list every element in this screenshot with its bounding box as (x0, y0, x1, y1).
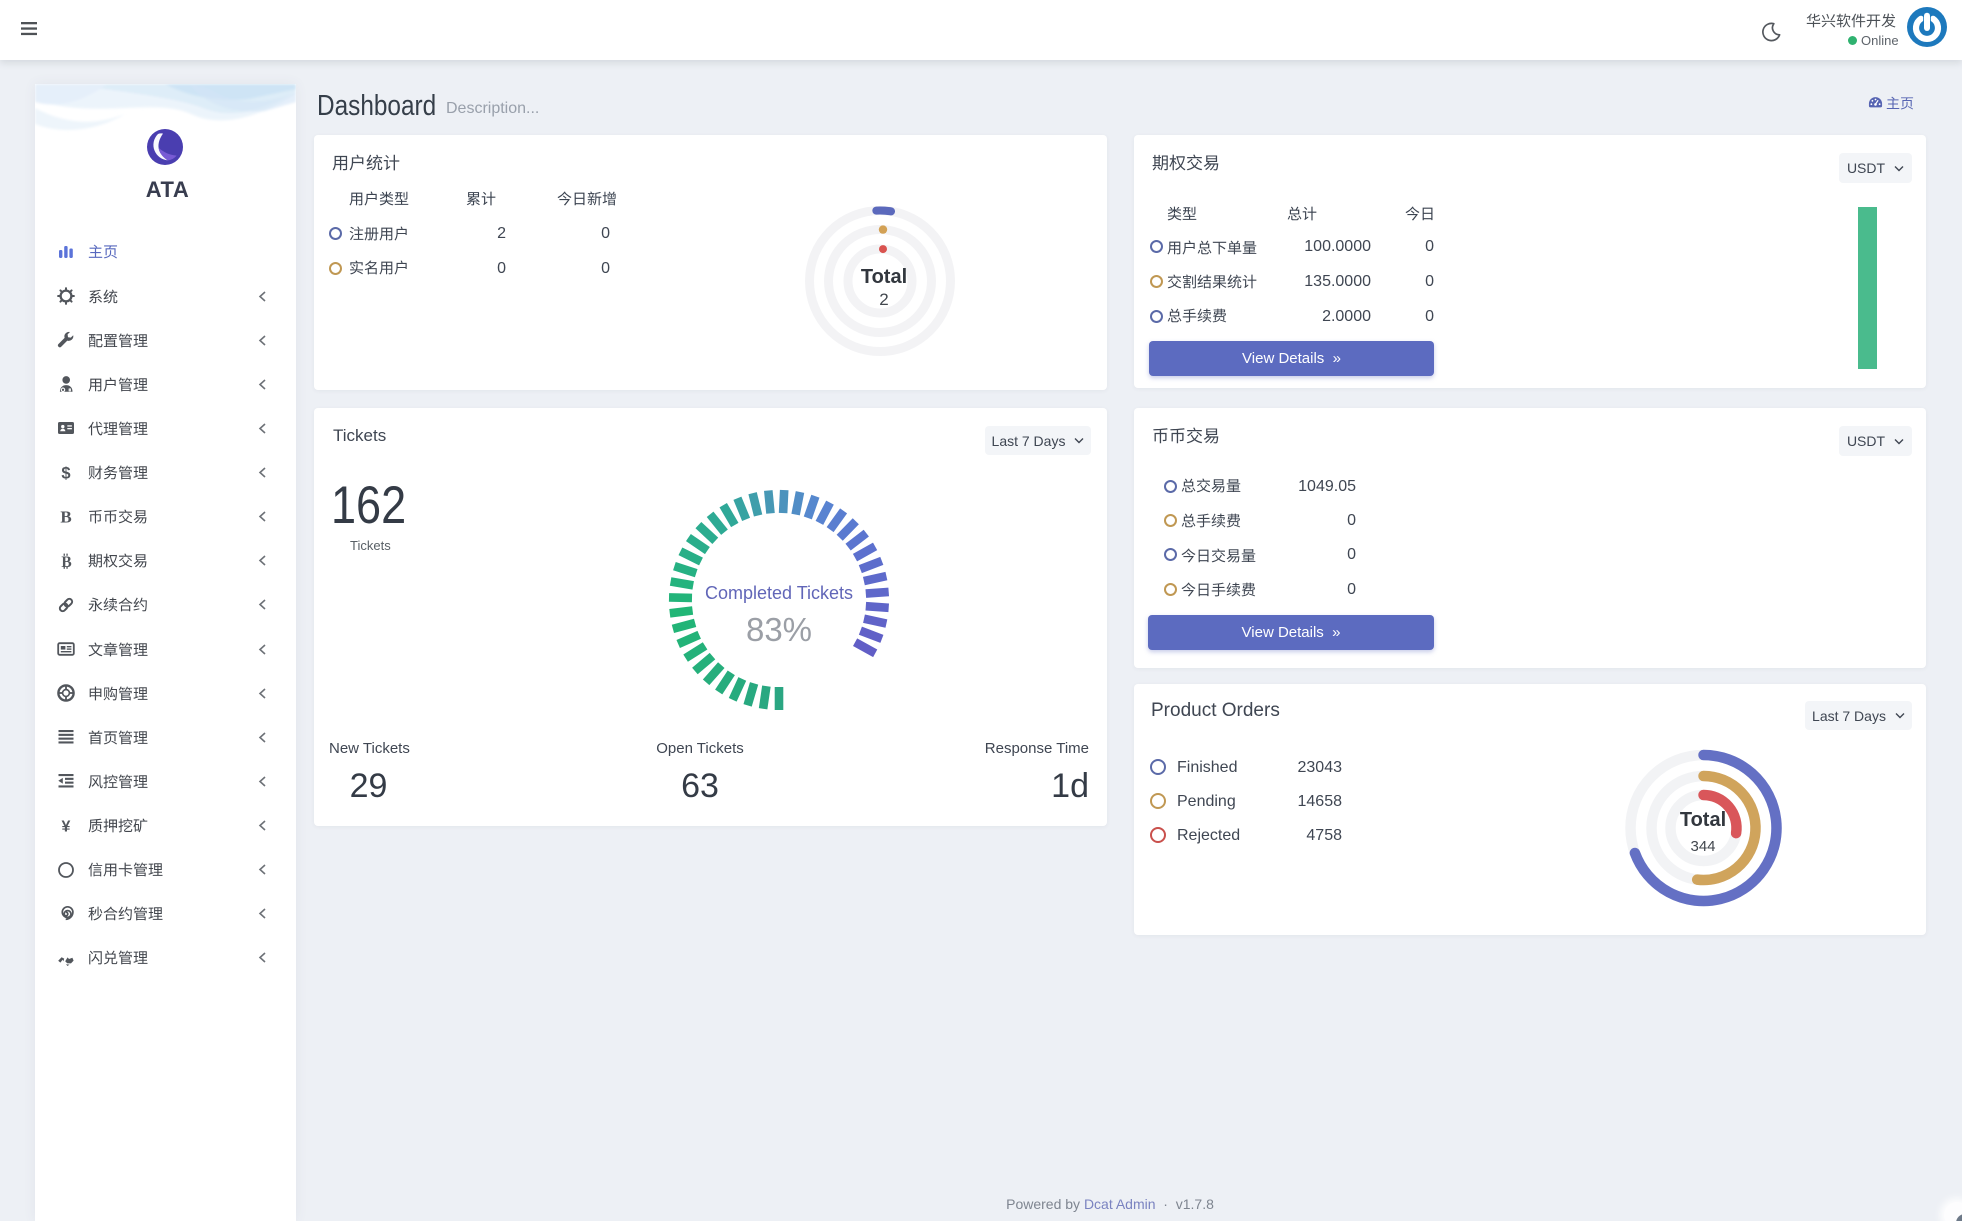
svg-text:B: B (60, 508, 71, 526)
svg-text:$: $ (61, 465, 70, 483)
svg-text:¥: ¥ (62, 819, 71, 836)
svg-text:B: B (61, 554, 71, 570)
